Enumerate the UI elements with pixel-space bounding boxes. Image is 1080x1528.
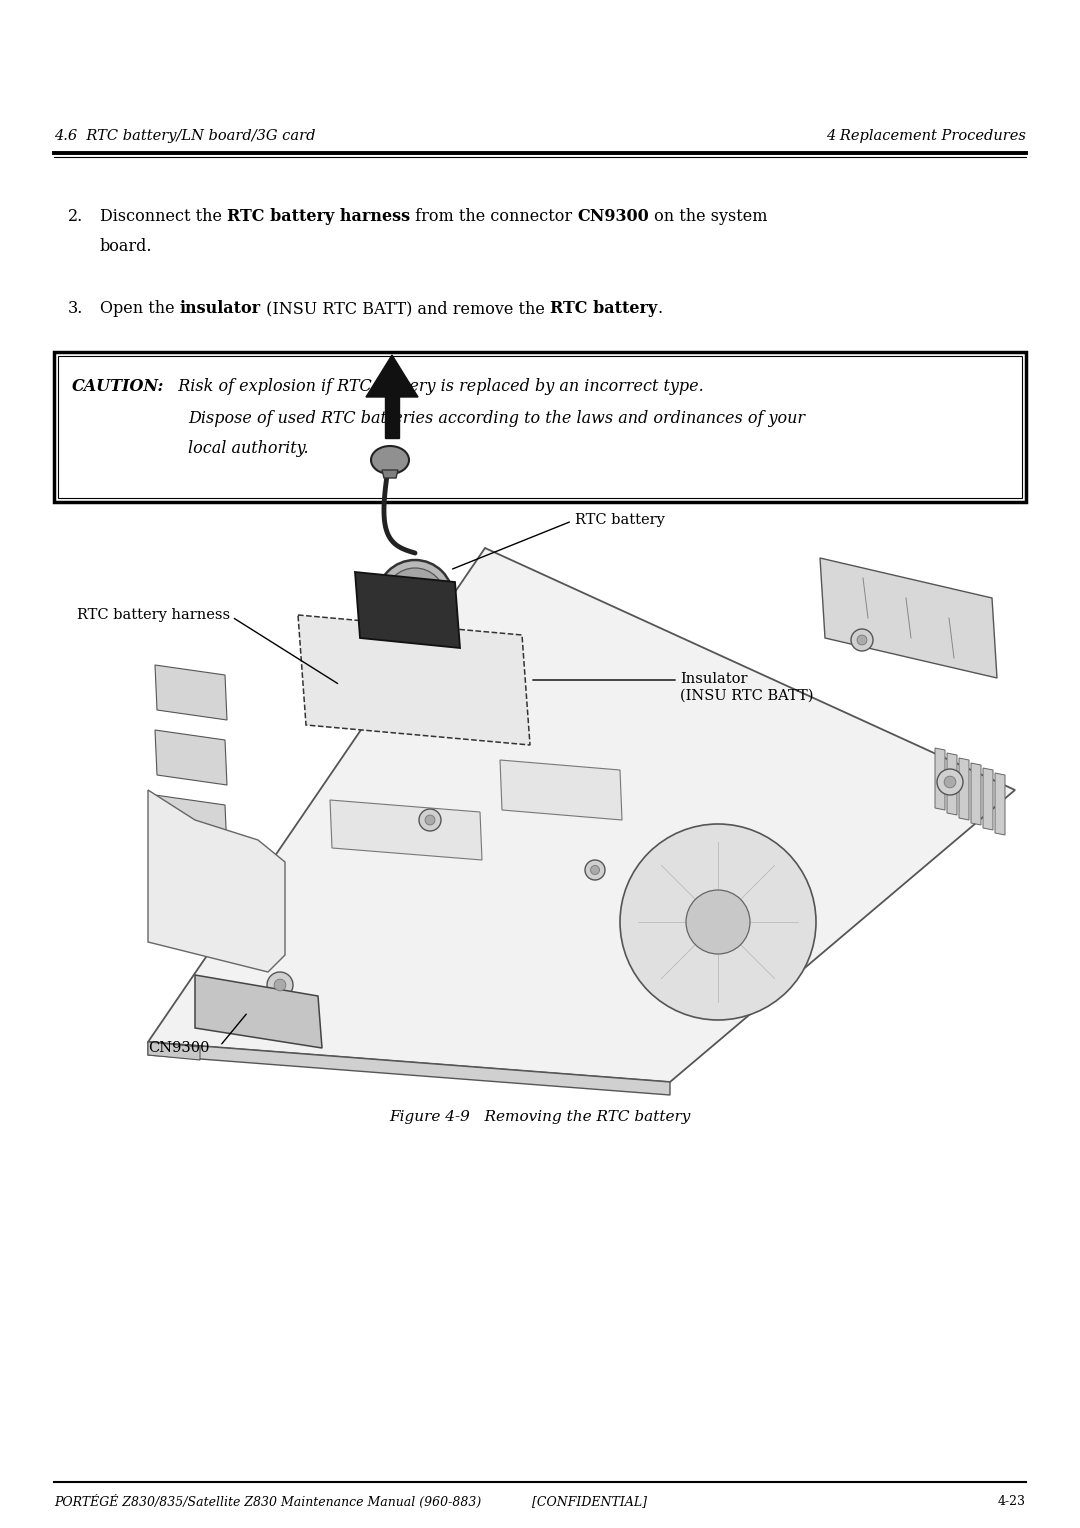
Text: [CONFIDENTIAL]: [CONFIDENTIAL] <box>532 1494 648 1508</box>
Text: board.: board. <box>100 238 152 255</box>
Polygon shape <box>156 795 227 850</box>
Polygon shape <box>366 354 418 397</box>
Polygon shape <box>298 614 530 746</box>
Circle shape <box>686 889 750 953</box>
Polygon shape <box>947 753 957 814</box>
Text: Disconnect the: Disconnect the <box>100 208 227 225</box>
Text: CN9300: CN9300 <box>578 208 649 225</box>
Bar <box>58 356 1022 498</box>
Text: RTC battery harness: RTC battery harness <box>77 608 230 622</box>
Circle shape <box>851 630 873 651</box>
Polygon shape <box>148 1042 200 1060</box>
Circle shape <box>426 814 435 825</box>
Text: RTC battery: RTC battery <box>575 513 665 527</box>
Circle shape <box>274 979 286 990</box>
Text: RTC battery harness: RTC battery harness <box>227 208 410 225</box>
Polygon shape <box>971 762 981 825</box>
Bar <box>54 351 1026 503</box>
Text: local authority.: local authority. <box>188 440 309 457</box>
Polygon shape <box>156 730 227 785</box>
Text: Insulator
(INSU RTC BATT): Insulator (INSU RTC BATT) <box>680 672 813 703</box>
Ellipse shape <box>372 446 409 474</box>
Circle shape <box>267 972 293 998</box>
Polygon shape <box>355 571 460 648</box>
Text: 4-23: 4-23 <box>998 1494 1026 1508</box>
Polygon shape <box>330 801 482 860</box>
Polygon shape <box>382 471 399 478</box>
Polygon shape <box>500 759 622 821</box>
Circle shape <box>384 568 445 628</box>
Polygon shape <box>148 549 1015 1082</box>
Polygon shape <box>195 975 322 1048</box>
Text: on the system: on the system <box>649 208 768 225</box>
Text: 4 Replacement Procedures: 4 Replacement Procedures <box>826 128 1026 144</box>
Polygon shape <box>959 758 969 821</box>
Text: insulator: insulator <box>179 299 261 316</box>
Circle shape <box>858 636 867 645</box>
Polygon shape <box>148 1042 670 1096</box>
Circle shape <box>419 808 441 831</box>
Polygon shape <box>820 558 997 678</box>
Text: CN9300: CN9300 <box>148 1041 210 1054</box>
Text: (INSU RTC BATT) and remove the: (INSU RTC BATT) and remove the <box>261 299 550 316</box>
Polygon shape <box>156 665 227 720</box>
Polygon shape <box>983 769 993 830</box>
Polygon shape <box>935 749 945 810</box>
Polygon shape <box>156 860 227 915</box>
Text: CAUTION:: CAUTION: <box>72 377 164 396</box>
Text: 3.: 3. <box>68 299 83 316</box>
Circle shape <box>944 776 956 788</box>
Polygon shape <box>995 773 1005 834</box>
Text: .: . <box>657 299 662 316</box>
Circle shape <box>377 559 453 636</box>
Text: Figure 4-9   Removing the RTC battery: Figure 4-9 Removing the RTC battery <box>389 1109 691 1125</box>
Text: RTC battery: RTC battery <box>550 299 657 316</box>
Text: from the connector: from the connector <box>410 208 578 225</box>
Circle shape <box>937 769 963 795</box>
Text: 4.6  RTC battery/LN board/3G card: 4.6 RTC battery/LN board/3G card <box>54 128 315 144</box>
Text: 2.: 2. <box>68 208 83 225</box>
Text: Risk of explosion if RTC battery is replaced by an incorrect type.: Risk of explosion if RTC battery is repl… <box>168 377 704 396</box>
Text: Open the: Open the <box>100 299 179 316</box>
Polygon shape <box>384 393 399 439</box>
Circle shape <box>620 824 816 1021</box>
Polygon shape <box>148 790 285 972</box>
Text: PORTÉGÉ Z830/835/Satellite Z830 Maintenance Manual (960-883): PORTÉGÉ Z830/835/Satellite Z830 Maintena… <box>54 1494 482 1510</box>
Circle shape <box>585 860 605 880</box>
Text: Dispose of used RTC batteries according to the laws and ordinances of your: Dispose of used RTC batteries according … <box>188 410 806 426</box>
Circle shape <box>591 865 599 874</box>
